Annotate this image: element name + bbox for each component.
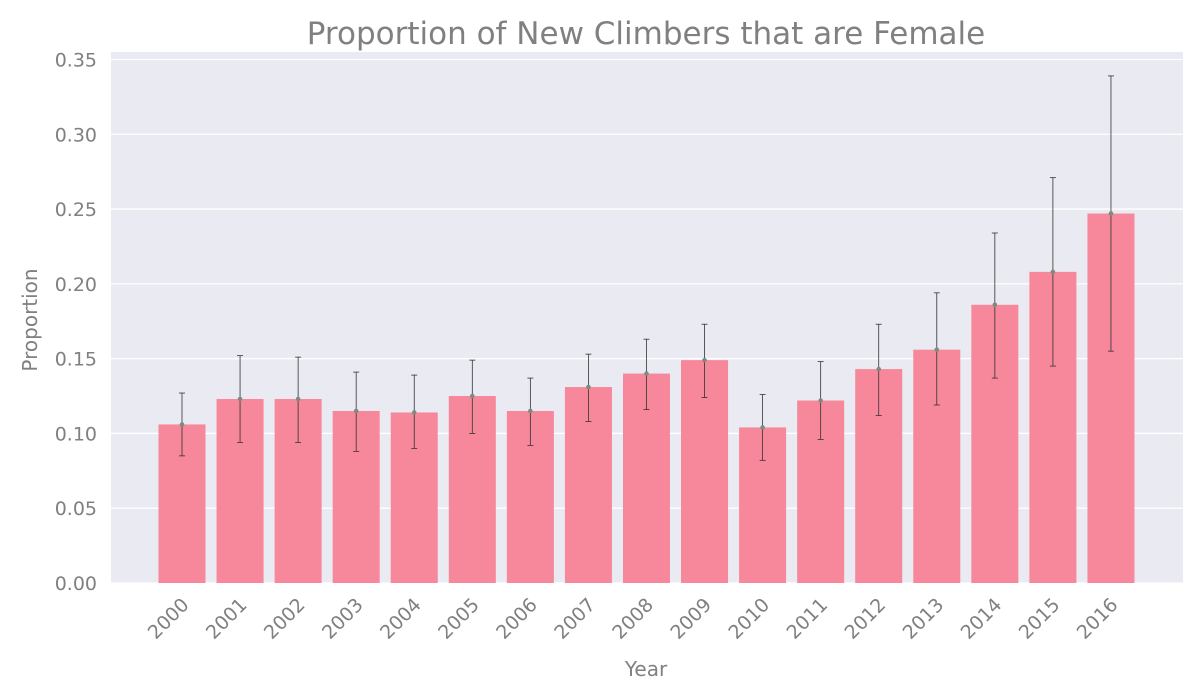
data-point [179, 422, 185, 427]
error-bars [179, 75, 1114, 461]
data-point [760, 425, 765, 430]
y-tick-label: 0.05 [55, 498, 97, 520]
x-tick-label: 2015 [1015, 594, 1065, 644]
x-axis-ticks: 2000 2001 2002 2003 2004 2005 2006 2007 2008 2009… [144, 594, 1123, 644]
y-tick-label: 0.00 [55, 573, 97, 595]
x-tick-label: 2011 [782, 594, 832, 644]
x-axis-label: Year [624, 657, 668, 681]
data-point [1108, 211, 1114, 216]
y-tick-label: 0.10 [55, 423, 97, 445]
x-tick-label: 2006 [492, 594, 542, 644]
data-point [237, 396, 243, 402]
data-point [876, 366, 882, 372]
data-point [586, 384, 591, 390]
y-axis-ticks: 0.00 0.05 0.10 0.15 0.20 0.25 0.30 0.35 [55, 49, 97, 595]
y-tick-label: 0.20 [55, 274, 97, 296]
data-point [470, 393, 475, 399]
y-tick-label: 0.25 [55, 199, 97, 221]
data-point [992, 302, 998, 308]
x-tick-label: 2013 [899, 594, 949, 644]
x-tick-label: 2010 [724, 594, 774, 644]
chart-title: Proportion of New Climbers that are Fema… [307, 16, 985, 52]
x-tick-label: 2005 [434, 594, 484, 644]
data-point [934, 347, 940, 352]
data-point [295, 396, 301, 402]
x-tick-label: 2008 [608, 594, 658, 644]
x-tick-label: 2004 [376, 594, 426, 644]
data-point [411, 410, 417, 415]
y-tick-label: 0.30 [55, 124, 97, 146]
x-tick-label: 2014 [957, 594, 1007, 644]
y-tick-label: 0.15 [55, 349, 97, 371]
data-point [644, 371, 649, 376]
x-tick-label: 2002 [260, 594, 310, 644]
y-axis-label: Proportion [18, 268, 42, 371]
data-point [1050, 269, 1056, 275]
x-tick-label: 2009 [666, 594, 716, 644]
x-tick-label: 2001 [202, 594, 252, 644]
data-point [353, 408, 359, 414]
x-tick-label: 2007 [550, 594, 600, 644]
data-point [702, 357, 707, 363]
x-tick-label: 2016 [1073, 594, 1123, 644]
x-tick-label: 2000 [144, 594, 194, 644]
data-point [818, 398, 823, 403]
data-point [528, 408, 533, 414]
x-tick-label: 2012 [841, 594, 891, 644]
y-tick-label: 0.35 [55, 49, 97, 71]
x-tick-label: 2003 [318, 594, 368, 644]
